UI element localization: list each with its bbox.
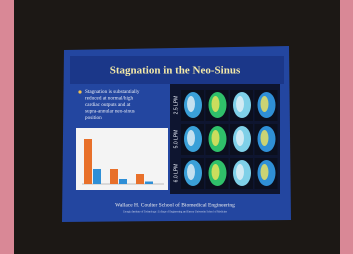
bar xyxy=(84,139,92,184)
flow-core xyxy=(212,130,220,146)
footer-sub: Georgia Institute of Technology | Colleg… xyxy=(123,211,228,214)
row-label: 6.0 LPM xyxy=(173,164,179,183)
bar xyxy=(119,179,127,184)
photo: Stagnation in the Neo-Sinus Stagnation i… xyxy=(0,0,353,254)
bullet-line: supra-annular neo-sinus xyxy=(85,109,135,115)
bullet-line: position xyxy=(85,115,102,121)
flow-core xyxy=(261,164,269,180)
flow-core xyxy=(261,130,269,146)
bullet-dot xyxy=(78,90,81,93)
flow-core xyxy=(236,164,244,180)
footer: Wallace H. Coulter School of Biomedical … xyxy=(115,201,235,208)
bullet-line: Stagnation is substantially xyxy=(85,89,140,95)
bullet-line: cardiac outputs and at xyxy=(85,102,131,108)
row-label: 5.0 LPM xyxy=(173,130,179,149)
flow-core xyxy=(187,164,195,180)
flow-core xyxy=(212,96,220,112)
flow-core xyxy=(261,96,269,112)
bar xyxy=(136,174,144,184)
bar xyxy=(145,182,153,185)
bar xyxy=(110,169,118,184)
bar xyxy=(93,169,101,184)
slide-title: Stagnation in the Neo-Sinus xyxy=(110,65,241,77)
page: Stagnation in the Neo-Sinus Stagnation i… xyxy=(0,0,353,254)
row-label: 2.5 LPM xyxy=(173,96,179,115)
bullet-line: reduced at normal/high xyxy=(85,96,134,102)
flow-core xyxy=(187,96,195,112)
flow-core xyxy=(236,130,244,146)
flow-core xyxy=(212,164,220,180)
flow-core xyxy=(187,130,195,146)
flow-core xyxy=(236,96,244,112)
